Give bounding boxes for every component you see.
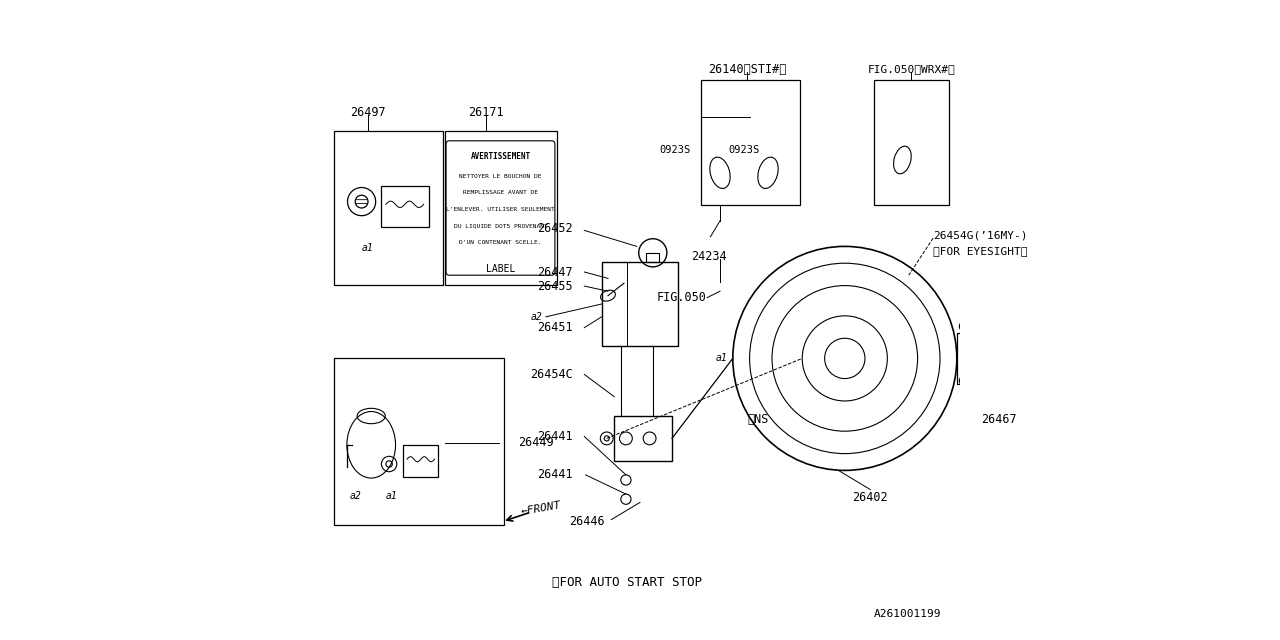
Text: 26467: 26467 bbox=[980, 413, 1016, 426]
Text: ※FOR AUTO START STOP: ※FOR AUTO START STOP bbox=[552, 576, 703, 589]
Bar bbox=[445, 131, 557, 285]
Text: 26447: 26447 bbox=[538, 266, 573, 278]
Bar bbox=[646, 253, 659, 262]
Text: DU LIQUIDE DOT5 PROVENANT: DU LIQUIDE DOT5 PROVENANT bbox=[453, 223, 548, 228]
Text: 26497: 26497 bbox=[351, 106, 385, 118]
Text: ※NS: ※NS bbox=[748, 413, 769, 426]
Bar bbox=[403, 445, 438, 477]
Bar bbox=[334, 131, 443, 285]
Text: 26441: 26441 bbox=[538, 468, 573, 481]
Text: 26454G(’16MY-): 26454G(’16MY-) bbox=[933, 230, 1028, 241]
Text: 26449: 26449 bbox=[518, 436, 554, 449]
Text: a2: a2 bbox=[530, 312, 543, 322]
Text: 0923S: 0923S bbox=[659, 145, 691, 156]
Bar bbox=[957, 333, 973, 384]
Text: 26402: 26402 bbox=[852, 491, 888, 504]
Text: 〈FOR EYESIGHT〉: 〈FOR EYESIGHT〉 bbox=[933, 246, 1028, 256]
Bar bbox=[334, 358, 504, 525]
Text: 26455: 26455 bbox=[538, 280, 573, 292]
Text: FIG.050〈WRX#〉: FIG.050〈WRX#〉 bbox=[868, 64, 955, 74]
Text: L'ENLEVER. UTILISER SEULEMENT: L'ENLEVER. UTILISER SEULEMENT bbox=[447, 207, 554, 212]
Bar bbox=[701, 80, 800, 205]
Text: 26452: 26452 bbox=[538, 222, 573, 235]
Text: a1: a1 bbox=[362, 243, 374, 253]
Text: REMPLISSAGE AVANT DE: REMPLISSAGE AVANT DE bbox=[463, 190, 538, 195]
Text: D'UN CONTENANT SCELLE.: D'UN CONTENANT SCELLE. bbox=[460, 240, 541, 245]
Text: 26171: 26171 bbox=[468, 106, 504, 118]
Text: A261001199: A261001199 bbox=[873, 609, 941, 620]
Text: a1: a1 bbox=[385, 491, 398, 501]
FancyBboxPatch shape bbox=[447, 141, 556, 275]
Text: LABEL: LABEL bbox=[486, 264, 515, 274]
Text: a2: a2 bbox=[349, 491, 361, 501]
Text: ←FRONT: ←FRONT bbox=[520, 500, 562, 517]
Text: NETTOYER LE BOUCHON DE: NETTOYER LE BOUCHON DE bbox=[460, 173, 541, 179]
Text: 26454C: 26454C bbox=[530, 368, 573, 381]
Text: 24234: 24234 bbox=[691, 250, 727, 262]
Bar bbox=[381, 186, 429, 227]
Bar bbox=[602, 262, 678, 346]
Text: 26441: 26441 bbox=[538, 430, 573, 443]
Bar bbox=[874, 80, 950, 205]
Bar bbox=[614, 416, 672, 461]
Text: AVERTISSEMENT: AVERTISSEMENT bbox=[471, 152, 530, 161]
Text: 0923S: 0923S bbox=[728, 145, 759, 156]
Text: 26451: 26451 bbox=[538, 321, 573, 334]
Text: 26446: 26446 bbox=[570, 515, 604, 528]
Text: 26140〈STI#〉: 26140〈STI#〉 bbox=[708, 63, 786, 76]
Text: a1: a1 bbox=[716, 353, 728, 364]
Text: FIG.050: FIG.050 bbox=[657, 291, 707, 304]
